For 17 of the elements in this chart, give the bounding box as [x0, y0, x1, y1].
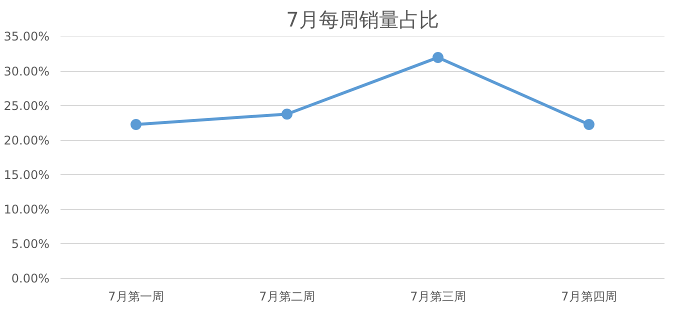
point: [432, 52, 444, 63]
y-tick-label: 10.00%: [4, 202, 50, 216]
y-tick-label: 20.00%: [4, 133, 50, 148]
y-tick-label: 5.00%: [11, 236, 50, 251]
x-tick-label: 7月第四周: [561, 290, 617, 304]
y-tick-label: 30.00%: [4, 64, 50, 78]
point: [584, 118, 594, 130]
y-tick-label: 25.00%: [4, 98, 50, 113]
x-tick-label: 7月第二周: [259, 290, 315, 304]
y-tick-label: 35.00%: [4, 30, 50, 44]
chart-title: 7月每周销量占比: [286, 8, 439, 32]
y-tick-label: 0.00%: [11, 272, 50, 286]
x-tick-label: 7月第三周: [410, 290, 466, 304]
y-tick-label: 15.00%: [4, 168, 50, 182]
point: [282, 108, 292, 120]
point: [130, 118, 142, 130]
x-tick-label: 7月第一周: [108, 290, 164, 304]
